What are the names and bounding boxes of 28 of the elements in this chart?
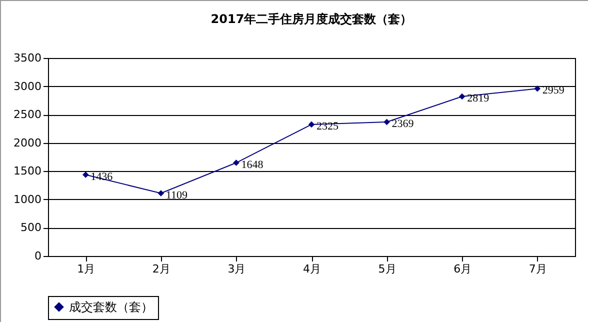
y-tick-label: 1000 bbox=[14, 192, 42, 206]
chart-title: 2017年二手住房月度成交套数（套） bbox=[210, 12, 412, 26]
point bbox=[308, 121, 315, 128]
point bbox=[384, 118, 390, 126]
y-tick-label: 2500 bbox=[14, 108, 42, 122]
legend-label: 成交套数（套） bbox=[69, 300, 153, 314]
data-label: 2819 bbox=[467, 92, 490, 105]
data-label: 1109 bbox=[166, 189, 188, 202]
x-tick-label: 2月 bbox=[152, 262, 170, 276]
point bbox=[158, 190, 164, 196]
x-tick-label: 6月 bbox=[454, 262, 472, 276]
y-tick-label: 3500 bbox=[14, 52, 42, 64]
x-tick-label: 3月 bbox=[228, 262, 246, 276]
x-tick-label: 4月 bbox=[303, 262, 321, 276]
y-tick-label: 500 bbox=[20, 221, 42, 234]
data-label: 2369 bbox=[392, 118, 414, 130]
data-label: 1648 bbox=[241, 158, 264, 171]
y-tick-label: 1500 bbox=[14, 164, 42, 178]
point bbox=[458, 93, 466, 100]
point bbox=[82, 172, 89, 178]
point bbox=[233, 160, 240, 166]
y-tick-label: 3000 bbox=[14, 80, 42, 93]
x-tick-label: 7月 bbox=[528, 262, 547, 276]
point bbox=[534, 85, 541, 92]
y-tick-label: 0 bbox=[34, 250, 42, 262]
y-tick-label: 2000 bbox=[14, 136, 42, 150]
x-tick-label: 1月 bbox=[77, 262, 96, 276]
x-tick-label: 5月 bbox=[378, 262, 396, 276]
